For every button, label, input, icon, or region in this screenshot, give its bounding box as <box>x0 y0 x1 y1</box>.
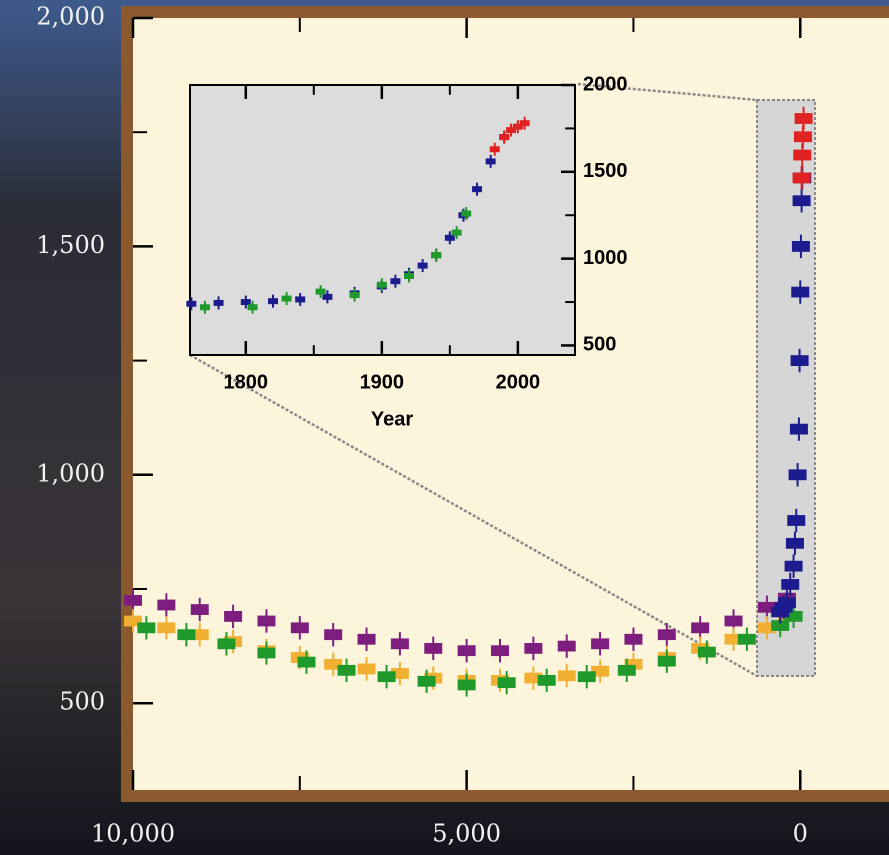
x-tick-label: 5,000 <box>432 820 501 848</box>
data-point <box>778 597 796 608</box>
data-point <box>418 676 436 687</box>
data-point <box>424 643 442 654</box>
data-point <box>137 622 155 633</box>
data-point <box>786 538 804 549</box>
data-point <box>725 616 743 627</box>
data-point <box>792 241 810 252</box>
data-point <box>291 622 309 633</box>
data-point <box>224 611 242 622</box>
data-point <box>789 469 807 480</box>
y-tick-label: 1500 <box>583 160 628 182</box>
x-tick-label: 2000 <box>496 371 541 393</box>
data-point <box>268 298 278 304</box>
data-point <box>538 675 556 686</box>
data-point <box>499 134 509 140</box>
data-point <box>624 634 642 645</box>
data-point <box>793 195 811 206</box>
data-point <box>377 282 387 288</box>
data-point <box>794 131 812 142</box>
data-point <box>322 294 332 300</box>
data-point <box>658 656 676 667</box>
data-point <box>486 158 496 164</box>
data-point <box>472 186 482 192</box>
data-point <box>390 278 400 284</box>
data-point <box>558 670 576 681</box>
data-point <box>350 292 360 298</box>
y-tick-label: 500 <box>583 334 616 356</box>
data-point <box>781 579 799 590</box>
data-point <box>157 600 175 611</box>
data-point <box>618 665 636 676</box>
data-point <box>498 677 516 688</box>
data-point <box>295 296 305 302</box>
data-point <box>214 300 224 306</box>
data-point <box>378 671 396 682</box>
y-tick-label: 2000 <box>583 73 628 95</box>
data-point <box>338 665 356 676</box>
y-tick-label: 1000 <box>583 247 628 269</box>
data-point <box>691 622 709 633</box>
data-point <box>282 296 292 302</box>
data-point <box>738 634 756 645</box>
data-point <box>324 629 342 640</box>
x-tick-label: 0 <box>793 820 808 848</box>
data-point <box>791 287 809 298</box>
data-point <box>793 150 811 161</box>
data-point <box>157 622 175 633</box>
y-tick-label: 2,000 <box>36 3 105 31</box>
data-point <box>257 648 275 659</box>
data-point <box>658 629 676 640</box>
data-point <box>520 120 530 126</box>
data-point <box>461 210 471 216</box>
data-point <box>795 113 813 124</box>
data-point <box>124 595 142 606</box>
data-point <box>785 561 803 572</box>
data-point <box>257 616 275 627</box>
data-point <box>200 304 210 310</box>
x-tick-label: 1900 <box>360 371 405 393</box>
data-point <box>558 641 576 652</box>
data-point <box>458 645 476 656</box>
data-point <box>404 273 414 279</box>
data-point <box>177 629 195 640</box>
data-point <box>793 172 811 183</box>
y-tick-label: 1,000 <box>36 459 105 487</box>
chart: 500 1,000 1,500 2,000 10,000 5,000 0 500 1000 15… <box>0 0 889 855</box>
data-point <box>358 634 376 645</box>
x-axis-label: Year <box>371 408 413 430</box>
page: 500 1,000 1,500 2,000 10,000 5,000 0 500 1000 15… <box>0 0 889 855</box>
data-point <box>790 424 808 435</box>
data-point <box>791 355 809 366</box>
data-point <box>391 638 409 649</box>
data-point <box>490 146 500 152</box>
data-point <box>191 604 209 615</box>
x-tick-label: 1800 <box>224 371 269 393</box>
data-point <box>591 638 609 649</box>
data-point <box>452 230 462 236</box>
data-point <box>217 638 235 649</box>
data-point <box>524 643 542 654</box>
data-point <box>491 645 509 656</box>
data-point <box>248 304 258 310</box>
data-point <box>297 657 315 668</box>
data-point <box>445 235 455 241</box>
data-point <box>698 647 716 658</box>
data-point <box>418 263 428 269</box>
data-point <box>358 664 376 675</box>
x-tick-label: 10,000 <box>91 820 175 848</box>
data-point <box>431 252 441 258</box>
y-tick-label: 500 <box>59 688 105 716</box>
data-point <box>458 680 476 691</box>
data-point <box>316 289 326 295</box>
data-point <box>578 671 596 682</box>
data-point <box>241 299 251 305</box>
y-tick-label: 1,500 <box>36 231 105 259</box>
data-point <box>787 515 805 526</box>
data-point <box>186 301 196 307</box>
